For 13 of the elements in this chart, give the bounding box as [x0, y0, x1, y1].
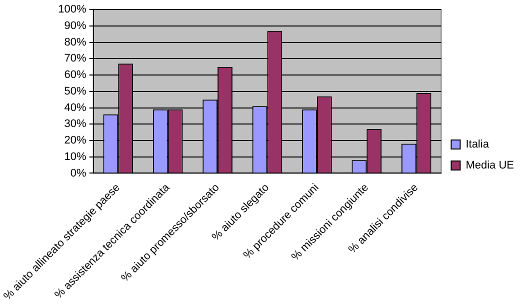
- y-tick-label: 90%: [64, 20, 87, 32]
- y-tick-label: 100%: [58, 4, 87, 16]
- legend-label: Media UE: [466, 160, 514, 172]
- y-tick-label: 80%: [64, 36, 87, 48]
- y-tick-label: 0%: [70, 167, 87, 180]
- y-tick-label: 30%: [64, 118, 87, 130]
- y-tick-label: 20%: [64, 134, 87, 147]
- y-tick-label: 60%: [64, 69, 87, 82]
- legend-label: Italia: [466, 138, 490, 151]
- y-tick-label: 40%: [64, 102, 87, 114]
- y-tick-label: 70%: [64, 52, 87, 65]
- y-tick-label: 10%: [64, 150, 87, 163]
- y-tick-label: 50%: [64, 85, 87, 98]
